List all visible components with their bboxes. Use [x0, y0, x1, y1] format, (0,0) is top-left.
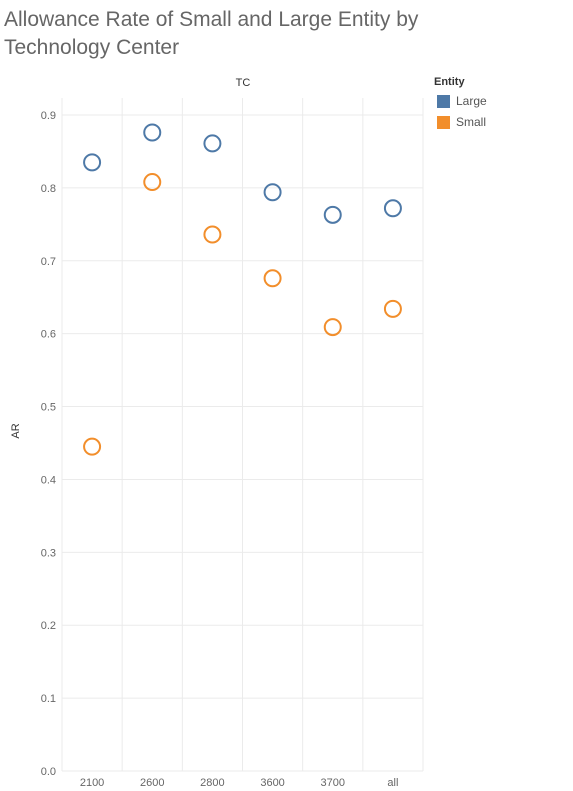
data-points — [83, 123, 402, 456]
point-large-2100 — [83, 153, 102, 172]
point-small-2800 — [203, 225, 222, 244]
y-tick-label: 0.4 — [41, 474, 56, 486]
legend-label: Small — [456, 115, 487, 129]
gridlines — [61, 98, 424, 772]
y-tick-label: 0.6 — [41, 329, 56, 341]
y-tick-label: 0.9 — [41, 110, 56, 122]
legend: Entity Large Small — [434, 74, 564, 132]
x-tick-label: 3600 — [260, 777, 284, 789]
x-tick-label: 3700 — [321, 777, 345, 789]
point-large-2600 — [143, 123, 162, 142]
point-large-3600 — [263, 183, 282, 202]
y-tick-label: 0.0 — [41, 766, 56, 778]
x-tick-label: 2800 — [200, 777, 224, 789]
point-small-all — [383, 299, 402, 318]
x-tick-label: all — [387, 777, 398, 789]
legend-swatch — [437, 115, 450, 129]
x-axis-ticks: 2100 2600 2800 3600 3700 all — [80, 777, 399, 789]
point-small-3700 — [323, 318, 342, 337]
legend-item-small: Small — [434, 112, 564, 132]
y-axis-title: AR — [10, 423, 22, 438]
x-tick-label: 2600 — [140, 777, 164, 789]
legend-label: Large — [456, 94, 487, 108]
legend-item-large: Large — [434, 91, 564, 111]
point-large-3700 — [323, 205, 342, 224]
y-tick-label: 0.5 — [41, 402, 56, 414]
y-tick-label: 0.2 — [41, 620, 56, 632]
legend-swatch — [437, 94, 450, 108]
chart-title: Allowance Rate of Small and Large Entity… — [4, 8, 419, 59]
point-small-3600 — [263, 269, 282, 288]
point-large-all — [383, 199, 402, 218]
y-tick-label: 0.1 — [41, 693, 56, 705]
y-axis-ticks: 0.0 0.1 0.2 0.3 0.4 0.5 0.6 0.7 0.8 0.9 — [41, 110, 56, 778]
point-large-2800 — [203, 134, 222, 153]
point-small-2600 — [143, 173, 162, 192]
point-small-2100 — [83, 437, 102, 456]
y-tick-label: 0.3 — [41, 547, 56, 559]
y-tick-label: 0.7 — [41, 256, 56, 268]
column-header: TC — [236, 77, 251, 89]
legend-title: Entity — [434, 76, 465, 88]
y-tick-label: 0.8 — [41, 183, 56, 195]
x-tick-label: 2100 — [80, 777, 104, 789]
